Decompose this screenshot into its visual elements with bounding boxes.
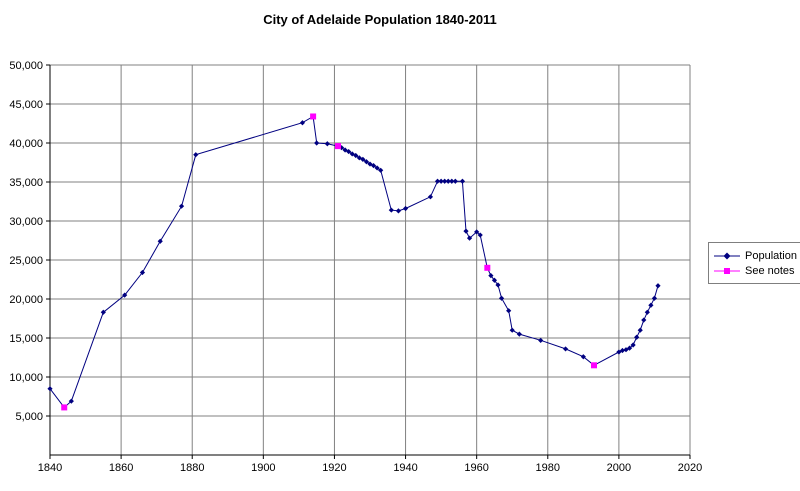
population-point-marker (509, 327, 515, 333)
population-point-marker (506, 308, 512, 314)
population-point-marker (644, 309, 650, 315)
population-point-marker (363, 159, 370, 165)
population-point-marker (474, 229, 480, 235)
population-point-marker (346, 148, 352, 155)
population-point-marker (562, 346, 569, 352)
x-axis-label: 2000 (607, 462, 631, 474)
population-point-marker (463, 228, 469, 234)
population-point-marker (626, 345, 633, 351)
population-point-marker (477, 232, 483, 238)
legend-label-see-notes: See notes (745, 264, 795, 277)
y-axis-label: 40,000 (9, 138, 43, 150)
see-notes-series-marker-icon (714, 267, 740, 274)
y-axis-label: 25,000 (9, 255, 43, 267)
population-point-marker (342, 147, 348, 153)
population-point-marker (378, 167, 384, 173)
y-axis-label: 50,000 (9, 60, 43, 72)
population-point-marker (498, 295, 505, 301)
legend: Population See notes (708, 242, 800, 284)
see-notes-point-marker (484, 264, 491, 271)
population-point-marker (122, 292, 128, 298)
population-point-marker (178, 203, 185, 209)
legend-item-see-notes: See notes (714, 263, 797, 278)
population-point-marker (491, 277, 498, 283)
population-point-marker (139, 269, 146, 276)
population-point-marker (619, 347, 626, 354)
x-axis-label: 1940 (393, 462, 417, 474)
population-point-marker (616, 349, 622, 355)
population-point-marker (445, 178, 451, 184)
y-axis-label: 20,000 (9, 294, 43, 306)
population-point-marker (495, 282, 501, 288)
population-point-marker (434, 178, 441, 184)
population-point-marker (374, 165, 380, 171)
population-point-marker (68, 398, 74, 404)
y-axis-label: 30,000 (9, 216, 43, 228)
x-axis-label: 1900 (251, 462, 275, 474)
y-axis-label: 10,000 (9, 372, 43, 384)
population-point-marker (370, 163, 377, 169)
population-point-marker (449, 178, 455, 184)
population-point-marker (466, 235, 473, 241)
population-point-marker (157, 238, 163, 244)
population-point-marker (438, 178, 444, 184)
population-point-marker (651, 295, 658, 301)
population-point-marker (427, 194, 434, 200)
population-series-marker-icon (714, 252, 740, 259)
population-point-marker (402, 205, 409, 212)
population-point-marker (580, 354, 586, 360)
x-axis-label: 1840 (38, 462, 62, 474)
population-point-marker (360, 156, 366, 162)
population-point-marker (538, 337, 544, 343)
chart-title: City of Adelaide Population 1840-2011 (263, 12, 497, 27)
population-point-marker (452, 178, 458, 184)
x-axis-label: 1960 (464, 462, 488, 474)
legend-label-population: Population (745, 249, 797, 262)
x-axis-label: 1880 (180, 462, 204, 474)
population-point-marker (516, 331, 522, 337)
see-notes-point-marker (335, 143, 341, 150)
population-line (49, 115, 659, 409)
y-axis-label: 35,000 (9, 177, 43, 189)
population-point-marker (100, 309, 106, 315)
x-axis-label: 1920 (322, 462, 346, 474)
population-point-marker (488, 273, 494, 279)
population-point-marker (637, 327, 643, 333)
y-axis-label: 5,000 (15, 411, 43, 423)
population-point-marker (634, 334, 640, 340)
see-notes-point-marker (61, 404, 68, 411)
population-point-marker (47, 386, 53, 392)
legend-item-population: Population (714, 248, 797, 263)
population-point-marker (395, 208, 402, 214)
population-point-marker (630, 342, 636, 348)
population-point-marker (193, 152, 199, 158)
see-notes-point-marker (591, 362, 597, 369)
population-point-marker (459, 178, 466, 184)
population-point-marker (641, 317, 647, 323)
population-point-marker (299, 120, 306, 126)
see-notes-point-marker (310, 113, 317, 120)
x-axis-label: 1980 (536, 462, 560, 474)
population-point-marker (353, 152, 359, 159)
population-point-marker (623, 347, 629, 353)
population-point-marker (648, 302, 654, 308)
population-point-marker (324, 141, 330, 147)
population-point-marker (314, 140, 320, 146)
population-point-marker (655, 283, 661, 289)
population-point-marker (442, 178, 448, 184)
y-axis-label: 15,000 (9, 333, 43, 345)
population-point-marker (388, 207, 394, 213)
y-axis-label: 45,000 (9, 99, 43, 111)
x-axis-label: 2020 (678, 462, 702, 474)
x-axis-label: 1860 (109, 462, 133, 474)
